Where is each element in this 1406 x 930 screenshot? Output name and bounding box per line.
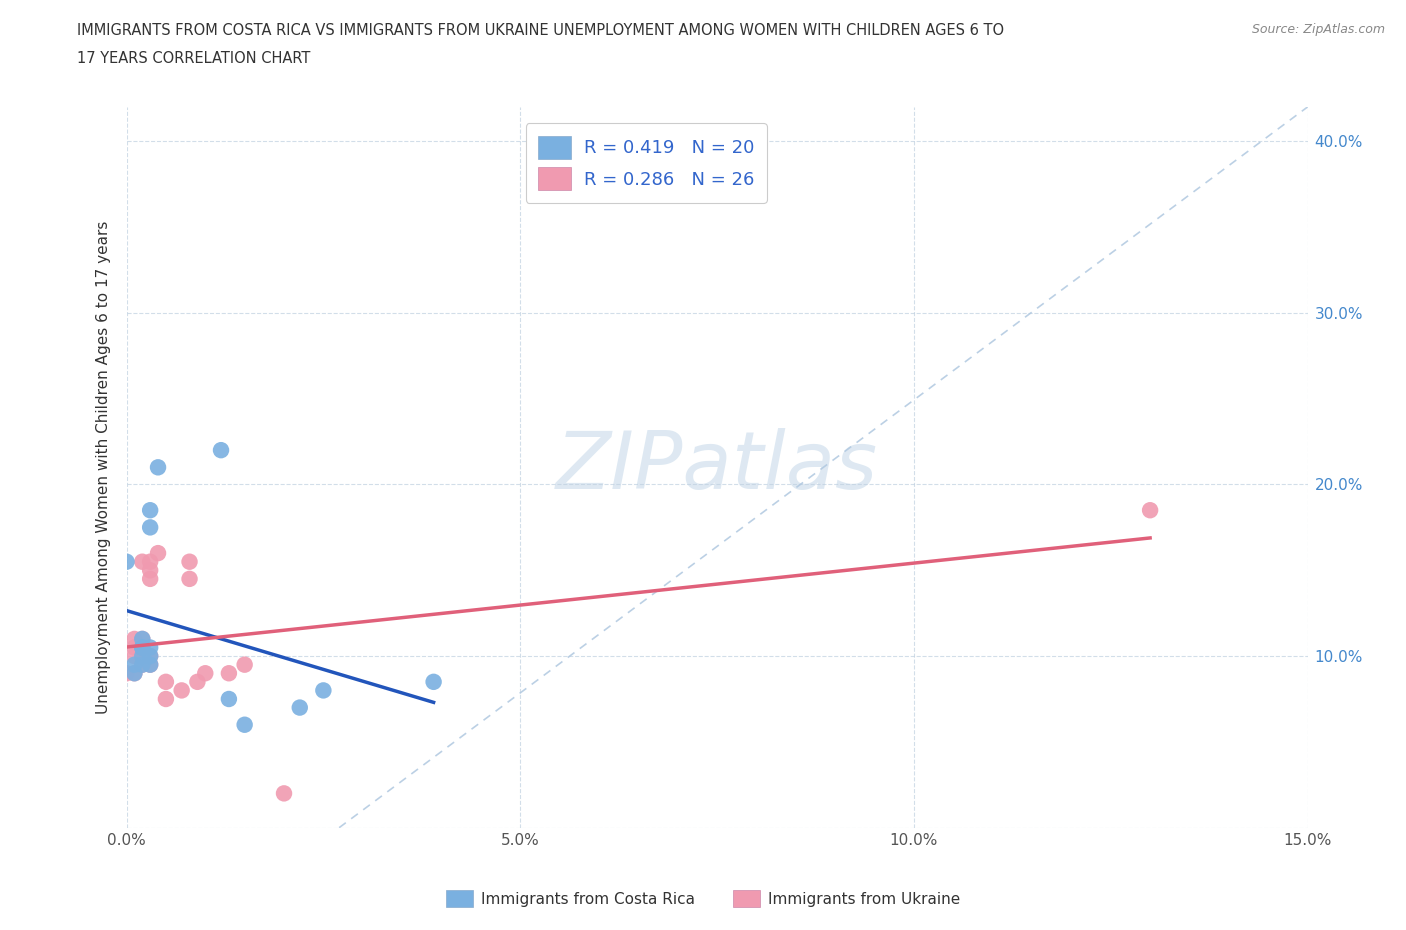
Point <box>233 717 256 732</box>
Point <box>124 631 146 646</box>
Point <box>139 503 162 518</box>
Point <box>115 554 138 569</box>
Legend: Immigrants from Costa Rica, Immigrants from Ukraine: Immigrants from Costa Rica, Immigrants f… <box>440 884 966 913</box>
Point <box>146 460 169 474</box>
Point <box>124 666 146 681</box>
Point <box>139 648 162 663</box>
Point <box>139 658 162 672</box>
Point <box>131 631 153 646</box>
Point <box>273 786 295 801</box>
Point <box>131 658 153 672</box>
Point <box>179 571 201 586</box>
Point <box>194 666 217 681</box>
Point <box>139 554 162 569</box>
Point <box>170 683 193 698</box>
Point <box>131 648 153 663</box>
Point <box>131 640 153 655</box>
Point <box>124 648 146 663</box>
Point <box>124 640 146 655</box>
Point <box>124 658 146 672</box>
Point <box>115 666 138 681</box>
Point <box>139 520 162 535</box>
Text: 17 YEARS CORRELATION CHART: 17 YEARS CORRELATION CHART <box>77 51 311 66</box>
Point <box>124 666 146 681</box>
Point <box>131 631 153 646</box>
Point <box>1139 503 1161 518</box>
Text: ZIPatlas: ZIPatlas <box>555 429 879 506</box>
Point <box>312 683 335 698</box>
Point <box>131 658 153 672</box>
Point <box>146 546 169 561</box>
Point <box>139 640 162 655</box>
Point <box>155 692 177 707</box>
Point <box>209 443 232 458</box>
Point <box>186 674 208 689</box>
Point <box>218 692 240 707</box>
Text: IMMIGRANTS FROM COSTA RICA VS IMMIGRANTS FROM UKRAINE UNEMPLOYMENT AMONG WOMEN W: IMMIGRANTS FROM COSTA RICA VS IMMIGRANTS… <box>77 23 1004 38</box>
Point <box>233 658 256 672</box>
Y-axis label: Unemployment Among Women with Children Ages 6 to 17 years: Unemployment Among Women with Children A… <box>96 220 111 714</box>
Point <box>131 648 153 663</box>
Point <box>422 674 444 689</box>
Point <box>139 658 162 672</box>
Point <box>155 674 177 689</box>
Legend: R = 0.419   N = 20, R = 0.286   N = 26: R = 0.419 N = 20, R = 0.286 N = 26 <box>526 123 766 203</box>
Point <box>179 554 201 569</box>
Point <box>139 563 162 578</box>
Point <box>131 554 153 569</box>
Point <box>218 666 240 681</box>
Point <box>139 648 162 663</box>
Text: Source: ZipAtlas.com: Source: ZipAtlas.com <box>1251 23 1385 36</box>
Point <box>288 700 311 715</box>
Point <box>139 571 162 586</box>
Point <box>131 640 153 655</box>
